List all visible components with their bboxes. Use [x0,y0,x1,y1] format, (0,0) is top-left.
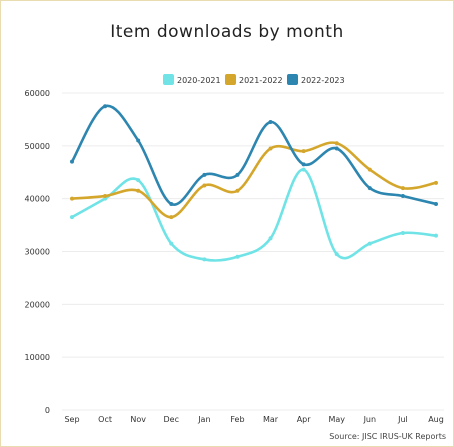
x-tick-label: Jul [397,415,408,424]
x-tick-label: Feb [230,415,244,424]
x-tick-label: Apr [297,415,312,424]
data-point [301,162,306,167]
legend-swatch [287,74,298,85]
data-point [434,201,438,206]
x-tick-label: Oct [98,415,112,424]
x-tick-label: Jun [363,415,377,424]
data-point [301,167,306,172]
x-tick-label: Aug [428,415,444,424]
y-tick-label: 50000 [25,142,50,151]
data-point [268,146,273,151]
data-point [268,236,273,241]
legend-label: 2021-2022 [239,76,283,85]
data-point [235,254,240,259]
y-axis-ticks: 0 10000 20000 30000 40000 50000 60000 [25,89,50,415]
x-tick-label: May [328,415,345,424]
data-point [434,233,438,238]
y-tick-label: 30000 [25,248,50,257]
x-tick-label: Dec [164,415,179,424]
data-point [400,186,405,191]
data-point [235,172,240,177]
x-tick-label: Sep [64,415,79,424]
data-point [367,241,372,246]
data-point [169,241,174,246]
legend-swatch [163,74,174,85]
data-point [136,178,141,183]
data-point [434,180,438,185]
y-tick-label: 40000 [25,195,50,204]
legend-label: 2022-2023 [301,76,345,85]
x-tick-label: Jan [197,415,210,424]
data-point [70,215,74,220]
data-point [169,215,174,220]
data-point [103,104,108,109]
source-note: Source: JISC IRUS-UK Reports [329,432,446,441]
data-point [367,186,372,191]
data-point [400,194,405,199]
y-tick-label: 0 [45,406,50,415]
x-tick-label: Nov [130,415,146,424]
series-line [70,141,438,219]
data-point [367,167,372,172]
gridlines [62,92,444,411]
data-point [70,196,74,201]
data-point [70,159,74,164]
data-point [400,231,405,236]
data-point [136,188,141,193]
data-point [202,183,207,188]
y-tick-label: 20000 [25,300,50,309]
legend-swatch [225,74,236,85]
x-axis-ticks: Sep Oct Nov Dec Jan Feb Mar Apr May Jun Jul Aug [64,415,443,424]
data-point [301,149,306,154]
y-tick-label: 10000 [25,353,50,362]
data-point [334,252,339,257]
y-tick-label: 60000 [25,89,50,98]
series-lines [70,104,438,262]
legend-label: 2020-2021 [177,76,221,85]
x-tick-label: Mar [263,415,279,424]
series-line [70,168,438,262]
data-point [268,120,273,125]
data-point [334,146,339,151]
data-point [334,141,339,146]
chart-title: Item downloads by month [110,22,344,42]
data-point [169,201,174,206]
data-point [202,257,207,262]
data-point [235,188,240,193]
data-point [202,172,207,177]
legend: 2020-2021 2021-2022 2022-2023 [163,74,345,85]
data-point [136,138,141,143]
data-point [103,194,108,199]
series-points [70,104,438,262]
